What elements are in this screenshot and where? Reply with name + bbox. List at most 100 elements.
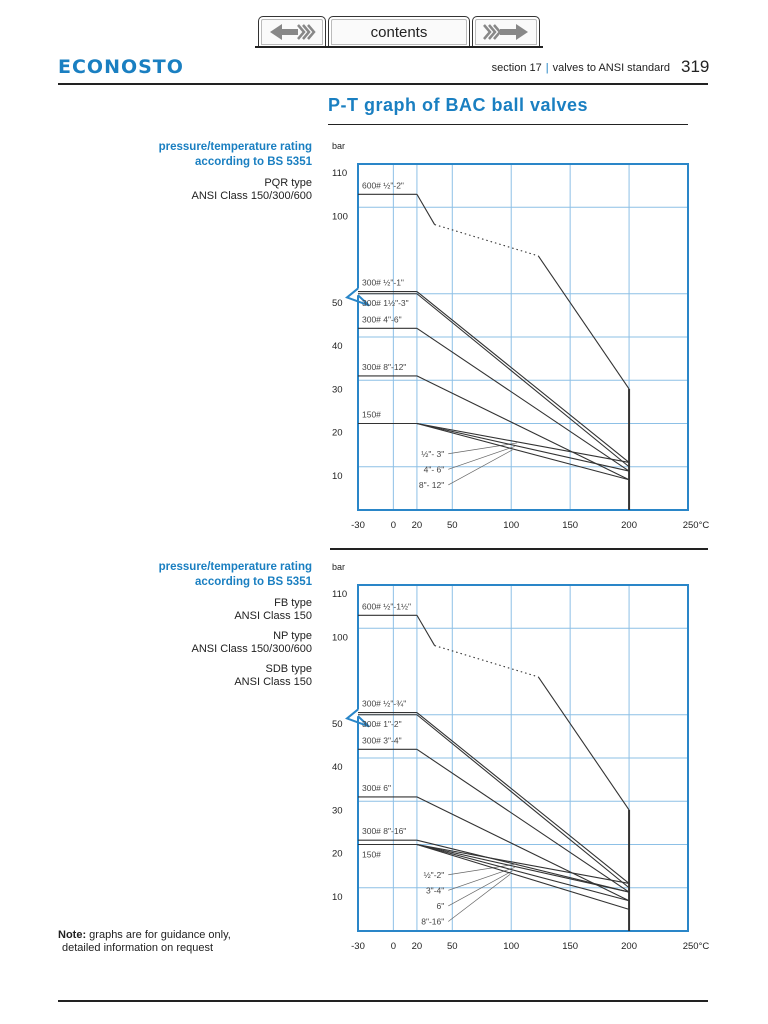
econosto-logo: ECONOSTO [58,56,184,78]
y-tick-label: 40 [332,341,343,352]
contents-label: contents [370,23,428,41]
leader-line [448,863,518,876]
y-tick-label: 20 [332,849,343,860]
y-tick-label: 20 [332,428,343,439]
valve-type: PQR type [264,177,312,189]
series-label: 300# 8"-12" [362,362,406,372]
series-label: 300# 6" [362,783,391,793]
series-line [416,422,630,472]
series-line [416,748,630,893]
leader-line [448,874,511,922]
y-tick-label: 10 [332,892,343,903]
leader-line [448,449,513,486]
x-tick-label: 0 [391,941,396,952]
note-text: graphs are for guidance only, [89,929,231,941]
header-rule [58,83,708,85]
series-line [416,843,630,893]
block-heading: pressure/temperature rating [158,561,312,573]
series-line [416,327,630,472]
leader-line [448,870,513,907]
series-line [434,645,539,678]
x-tick-label: 150 [562,520,578,531]
x-tick-label: 200 [621,941,637,952]
axis-break-icon [345,287,370,307]
series-label: ½"-2" [424,870,445,880]
plot-frame [357,584,689,932]
series-label: 300# 1½"-3" [362,298,409,308]
block-2-description: pressure/temperature rating according to… [159,560,312,689]
contents-button[interactable]: contents [328,16,470,47]
block-heading: according to BS 5351 [195,156,312,168]
series-label: 300# 3"-4" [362,735,402,745]
series-label: 300# ½"-¾" [362,699,406,709]
x-tick-label: 200 [621,520,637,531]
block-heading: pressure/temperature rating [158,141,312,153]
arrow-right-icon [483,24,528,40]
title-rule [328,124,688,125]
block-1-description: pressure/temperature rating according to… [159,140,312,203]
x-tick-label: 250°C [683,520,710,531]
series-line [416,291,630,463]
section-header: section 17 | valves to ANSI standard [492,62,670,74]
axis-break-icon [345,708,370,728]
valve-type: SDB type [265,663,312,675]
page-number: 319 [681,57,710,76]
x-tick-label: 50 [447,941,458,952]
x-tick-label: 50 [447,520,458,531]
leader-line [448,446,515,470]
x-tick-label: 250°C [683,941,710,952]
series-line [416,614,436,646]
y-tick-label: 100 [332,211,348,222]
series-label: 150# [362,410,381,420]
series-label: 300# 1"-2" [362,719,402,729]
valve-type: NP type [273,630,312,642]
series-label: 8"-16" [421,916,444,926]
y-tick-label: 10 [332,471,343,482]
series-label: ½"- 3" [421,449,444,459]
x-tick-label: -30 [351,520,365,531]
y-tick-label: 110 [332,589,347,600]
x-tick-label: -30 [351,941,365,952]
y-tick-label: 30 [332,384,343,395]
series-line [416,712,630,884]
x-tick-label: 20 [412,520,423,531]
series-label: 4"- 6" [424,464,445,474]
series-label: 3"-4" [426,885,444,895]
previous-page-button[interactable] [258,16,326,47]
series-line [416,293,630,468]
series-line [416,843,630,910]
series-line [416,714,630,889]
section-number: section 17 [491,62,542,74]
series-label: 600# ½"-1½" [362,601,411,611]
x-tick-label: 0 [391,520,396,531]
series-label: 8"- 12" [419,480,444,490]
series-line [416,843,630,902]
series-label: 150# [362,850,381,860]
pt-chart-1: -30 0 20 50 100 150 200 250°C 10 20 30 40 50 100 110 ba… [332,141,710,531]
valve-class: ANSI Class 150 [234,610,312,622]
valve-class: ANSI Class 150/300/600 [191,190,312,202]
leader-line [448,442,518,455]
separator: | [545,62,549,74]
section-rule [330,548,708,550]
y-tick-label: 50 [332,719,343,730]
valve-class: ANSI Class 150/300/600 [191,643,312,655]
series-label: 300# 4"-6" [362,314,402,324]
series-line [537,676,630,811]
note-label: Note: [58,929,87,941]
x-tick-label: 100 [503,520,519,531]
tab-baseline [255,46,543,48]
y-axis-label: bar [332,562,345,572]
valve-class: ANSI Class 150 [234,676,312,688]
series-line [416,422,630,481]
y-tick-label: 30 [332,805,343,816]
series-label: 6" [437,901,445,911]
next-page-button[interactable] [472,16,540,47]
section-title: valves to ANSI standard [552,62,670,74]
note-text: detailed information on request [62,942,214,954]
plot-frame [357,163,689,511]
x-tick-label: 150 [562,941,578,952]
valve-type: FB type [274,597,312,609]
series-line [416,422,630,463]
block-heading: according to BS 5351 [195,576,312,588]
